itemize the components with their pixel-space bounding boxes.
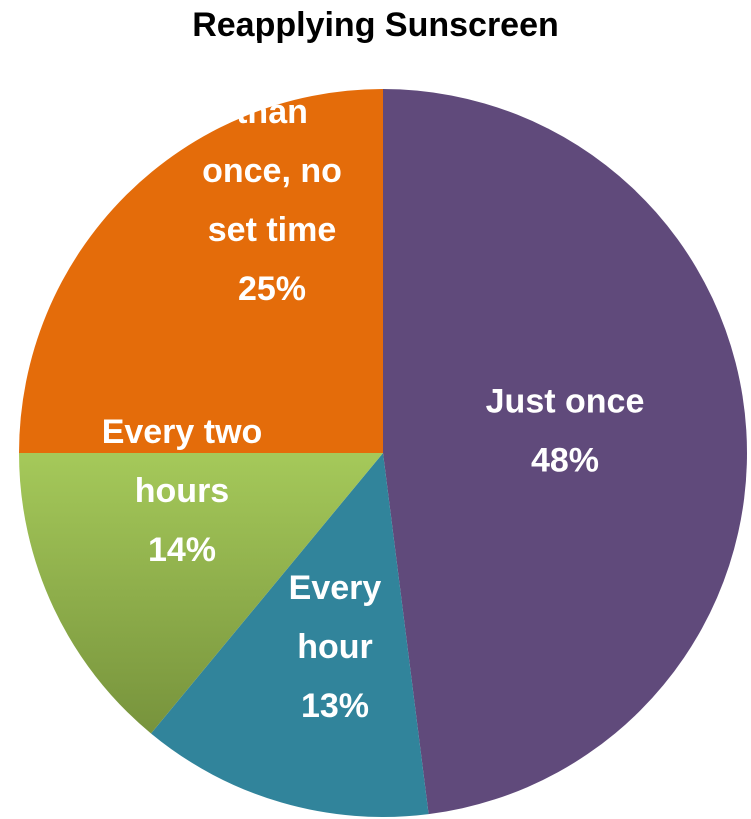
slice-more-than-once	[19, 89, 383, 453]
slice-label-just-once: Just once 48%	[486, 383, 645, 480]
slice-every-hour	[150, 453, 429, 818]
chart-title: Reapplying Sunscreen	[192, 6, 559, 44]
slice-just-once	[383, 89, 748, 815]
slice-label-more-than-once: More than once, no set time 25%	[202, 34, 342, 308]
slice-every-two-hours	[19, 453, 383, 734]
slice-label-every-two-hours: Every two hours 14%	[102, 413, 263, 569]
slice-label-every-hour: Every hour 13%	[289, 569, 382, 725]
